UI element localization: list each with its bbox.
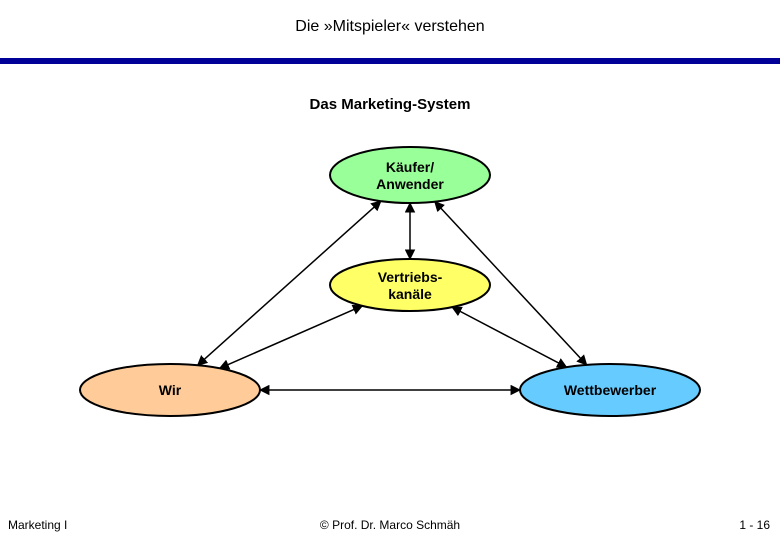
node-channels-label-1: Vertriebs- bbox=[378, 269, 443, 285]
node-channels-label-2: kanäle bbox=[388, 286, 432, 302]
slide: Die »Mitspieler« verstehen Das Marketing… bbox=[0, 0, 780, 540]
node-channels: Vertriebs-kanäle bbox=[330, 259, 490, 311]
node-buyers-label-1: Käufer/ bbox=[386, 159, 434, 175]
edge-us-channels bbox=[220, 306, 363, 368]
title-rule bbox=[0, 58, 780, 64]
node-comp-label: Wettbewerber bbox=[564, 382, 657, 398]
footer-center: © Prof. Dr. Marco Schmäh bbox=[0, 518, 780, 532]
node-comp: Wettbewerber bbox=[520, 364, 700, 416]
subtitle: Das Marketing-System bbox=[0, 96, 780, 113]
node-us: Wir bbox=[80, 364, 260, 416]
node-buyers: Käufer/Anwender bbox=[330, 147, 490, 203]
edge-comp-channels bbox=[452, 307, 567, 367]
footer-right: 1 - 16 bbox=[739, 518, 770, 532]
page-title: Die »Mitspieler« verstehen bbox=[0, 18, 780, 36]
marketing-system-diagram: Käufer/Anwender Vertriebs-kanäle Wir Wettbe… bbox=[0, 130, 780, 470]
node-buyers-label-2: Anwender bbox=[376, 176, 444, 192]
node-us-label: Wir bbox=[159, 382, 182, 398]
